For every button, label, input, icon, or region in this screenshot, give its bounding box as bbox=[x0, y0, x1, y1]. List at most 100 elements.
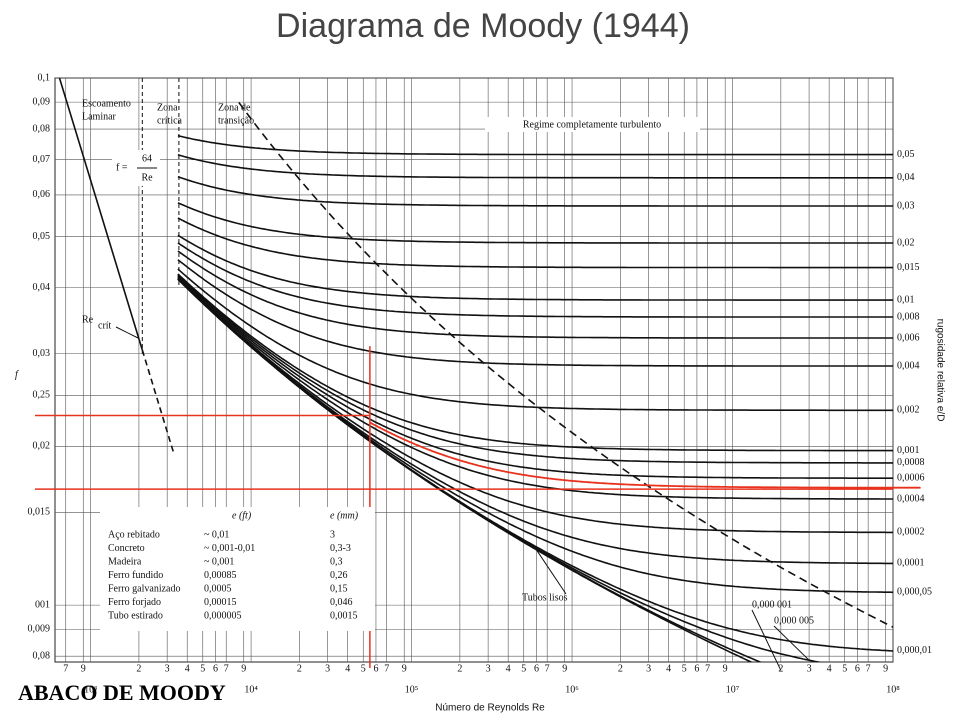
leader-line bbox=[751, 609, 782, 671]
x-tick-label: 3 bbox=[165, 663, 170, 674]
y-tick-label: 0,015 bbox=[28, 507, 51, 518]
smooth-label: Tubos lisos bbox=[522, 592, 568, 603]
roughness-label: 0,05 bbox=[897, 149, 915, 160]
table-cell: 0,0015 bbox=[330, 610, 358, 621]
x-tick-label: 5 bbox=[682, 663, 687, 674]
x-tick-label: 2 bbox=[618, 663, 623, 674]
roughness-label: 0,02 bbox=[897, 237, 915, 248]
formula: f = bbox=[116, 162, 128, 173]
x-tick-label: 9 bbox=[81, 663, 86, 674]
re-crit-sub: crít bbox=[98, 320, 112, 331]
table-cell: Ferro fundido bbox=[108, 570, 163, 581]
x-tick-label: 6 bbox=[694, 663, 699, 674]
zone-label: transição bbox=[218, 115, 254, 126]
x-tick-label: 9 bbox=[241, 663, 246, 674]
roughness-label: 0,004 bbox=[897, 360, 920, 371]
roughness-label: 0,000 001 bbox=[752, 599, 792, 610]
x-tick-label: 2 bbox=[778, 663, 783, 674]
chart-title: Diagrama de Moody (1944) bbox=[276, 7, 690, 45]
re-crit: Re bbox=[82, 314, 94, 325]
roughness-curve bbox=[177, 277, 893, 534]
laminar-dashed bbox=[141, 349, 175, 454]
red-curve bbox=[369, 421, 921, 489]
roughness-label: 0,000 005 bbox=[774, 615, 814, 626]
x-tick-label: 3 bbox=[807, 663, 812, 674]
x-tick-label: 2 bbox=[136, 663, 141, 674]
roughness-label: 0,0004 bbox=[897, 493, 925, 504]
roughness-label: 0,0008 bbox=[897, 457, 925, 468]
roughness-curve bbox=[177, 274, 893, 464]
table-cell: ~ 0,001 bbox=[204, 556, 234, 567]
x-tick-label: 9 bbox=[562, 663, 567, 674]
roughness-curve bbox=[177, 275, 893, 479]
roughness-label: 0,008 bbox=[897, 311, 920, 322]
roughness-label: 0,0002 bbox=[897, 527, 925, 538]
table-cell: 0,3 bbox=[330, 556, 343, 567]
table-cell: 0,046 bbox=[330, 597, 353, 608]
roughness-curve bbox=[177, 273, 893, 452]
x-tick-label: 6 bbox=[373, 663, 378, 674]
y-axis-label: f bbox=[15, 369, 19, 380]
roughness-label: 0,000,01 bbox=[897, 645, 932, 656]
table-cell: Aço rebitado bbox=[108, 529, 160, 540]
table-cell: 0,000005 bbox=[204, 610, 242, 621]
leader-line bbox=[536, 549, 567, 595]
x-tick-label: 6 bbox=[213, 663, 218, 674]
turbulent-label: Regime completamente turbulento bbox=[523, 119, 661, 130]
y-tick-label: 0,08 bbox=[33, 651, 51, 662]
x-tick-label: 10⁶ bbox=[565, 684, 579, 695]
x-axis-label: Número de Reynolds Re bbox=[435, 703, 545, 714]
roughness-curve bbox=[177, 250, 893, 339]
y-tick-label: 0,04 bbox=[33, 282, 51, 293]
laminar-line bbox=[58, 78, 144, 351]
leader-line bbox=[115, 326, 139, 339]
x-tick-label: 7 bbox=[224, 663, 229, 674]
x-tick-label: 9 bbox=[723, 663, 728, 674]
zone-label: Escoamento bbox=[82, 98, 131, 109]
x-tick-label: 4 bbox=[185, 663, 190, 674]
x-tick-label: 9 bbox=[883, 663, 888, 674]
roughness-label: 0,000,05 bbox=[897, 587, 932, 598]
roughness-label: 0,03 bbox=[897, 200, 915, 211]
turbulent-box bbox=[485, 117, 700, 132]
smooth-curve bbox=[177, 278, 753, 662]
y-tick-label: 0,09 bbox=[33, 96, 51, 107]
x-tick-label: 10⁸ bbox=[886, 684, 900, 695]
x-tick-label: 4 bbox=[827, 663, 832, 674]
y-tick-label: 0,08 bbox=[33, 123, 51, 134]
x-tick-label: 10³ bbox=[84, 684, 97, 695]
x-tick-label: 10⁷ bbox=[726, 684, 740, 695]
x-tick-label: 4 bbox=[506, 663, 511, 674]
roughness-label: 0,015 bbox=[897, 262, 920, 273]
x-tick-label: 7 bbox=[545, 663, 550, 674]
x-tick-label: 10⁴ bbox=[244, 684, 258, 695]
x-tick-label: 5 bbox=[842, 663, 847, 674]
roughness-label: 0,006 bbox=[897, 332, 920, 343]
table-cell: Concreto bbox=[108, 543, 145, 554]
y-tick-label: 0,25 bbox=[33, 390, 51, 401]
table-cell: 0,00085 bbox=[204, 570, 237, 581]
table-cell: Tubo estirado bbox=[108, 610, 163, 621]
table-cell: 0,15 bbox=[330, 583, 348, 594]
table-cell: ~ 0,001-0,01 bbox=[204, 543, 255, 554]
x-tick-label: 4 bbox=[666, 663, 671, 674]
x-tick-label: 4 bbox=[345, 663, 350, 674]
x-tick-label: 6 bbox=[534, 663, 539, 674]
x-tick-label: 5 bbox=[521, 663, 526, 674]
zone-label: Zona bbox=[157, 102, 178, 113]
materials-box bbox=[100, 507, 375, 631]
y-tick-label: 0,05 bbox=[33, 231, 51, 242]
x-tick-label: 9 bbox=[402, 663, 407, 674]
roughness-label: 0,001 bbox=[897, 445, 920, 456]
y-tick-label: 0,03 bbox=[33, 348, 51, 359]
roughness-label: 0,0001 bbox=[897, 558, 925, 569]
y-tick-label: 0,1 bbox=[38, 72, 51, 83]
x-tick-label: 7 bbox=[63, 663, 68, 674]
x-tick-label: 2 bbox=[297, 663, 302, 674]
x-tick-label: 7 bbox=[866, 663, 871, 674]
x-tick-label: 7 bbox=[384, 663, 389, 674]
roughness-curve bbox=[177, 259, 893, 367]
roughness-label: 0,01 bbox=[897, 294, 915, 305]
y-tick-label: 0,07 bbox=[33, 154, 51, 165]
